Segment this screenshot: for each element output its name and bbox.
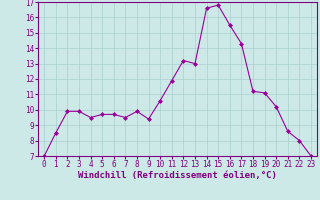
X-axis label: Windchill (Refroidissement éolien,°C): Windchill (Refroidissement éolien,°C): [78, 171, 277, 180]
